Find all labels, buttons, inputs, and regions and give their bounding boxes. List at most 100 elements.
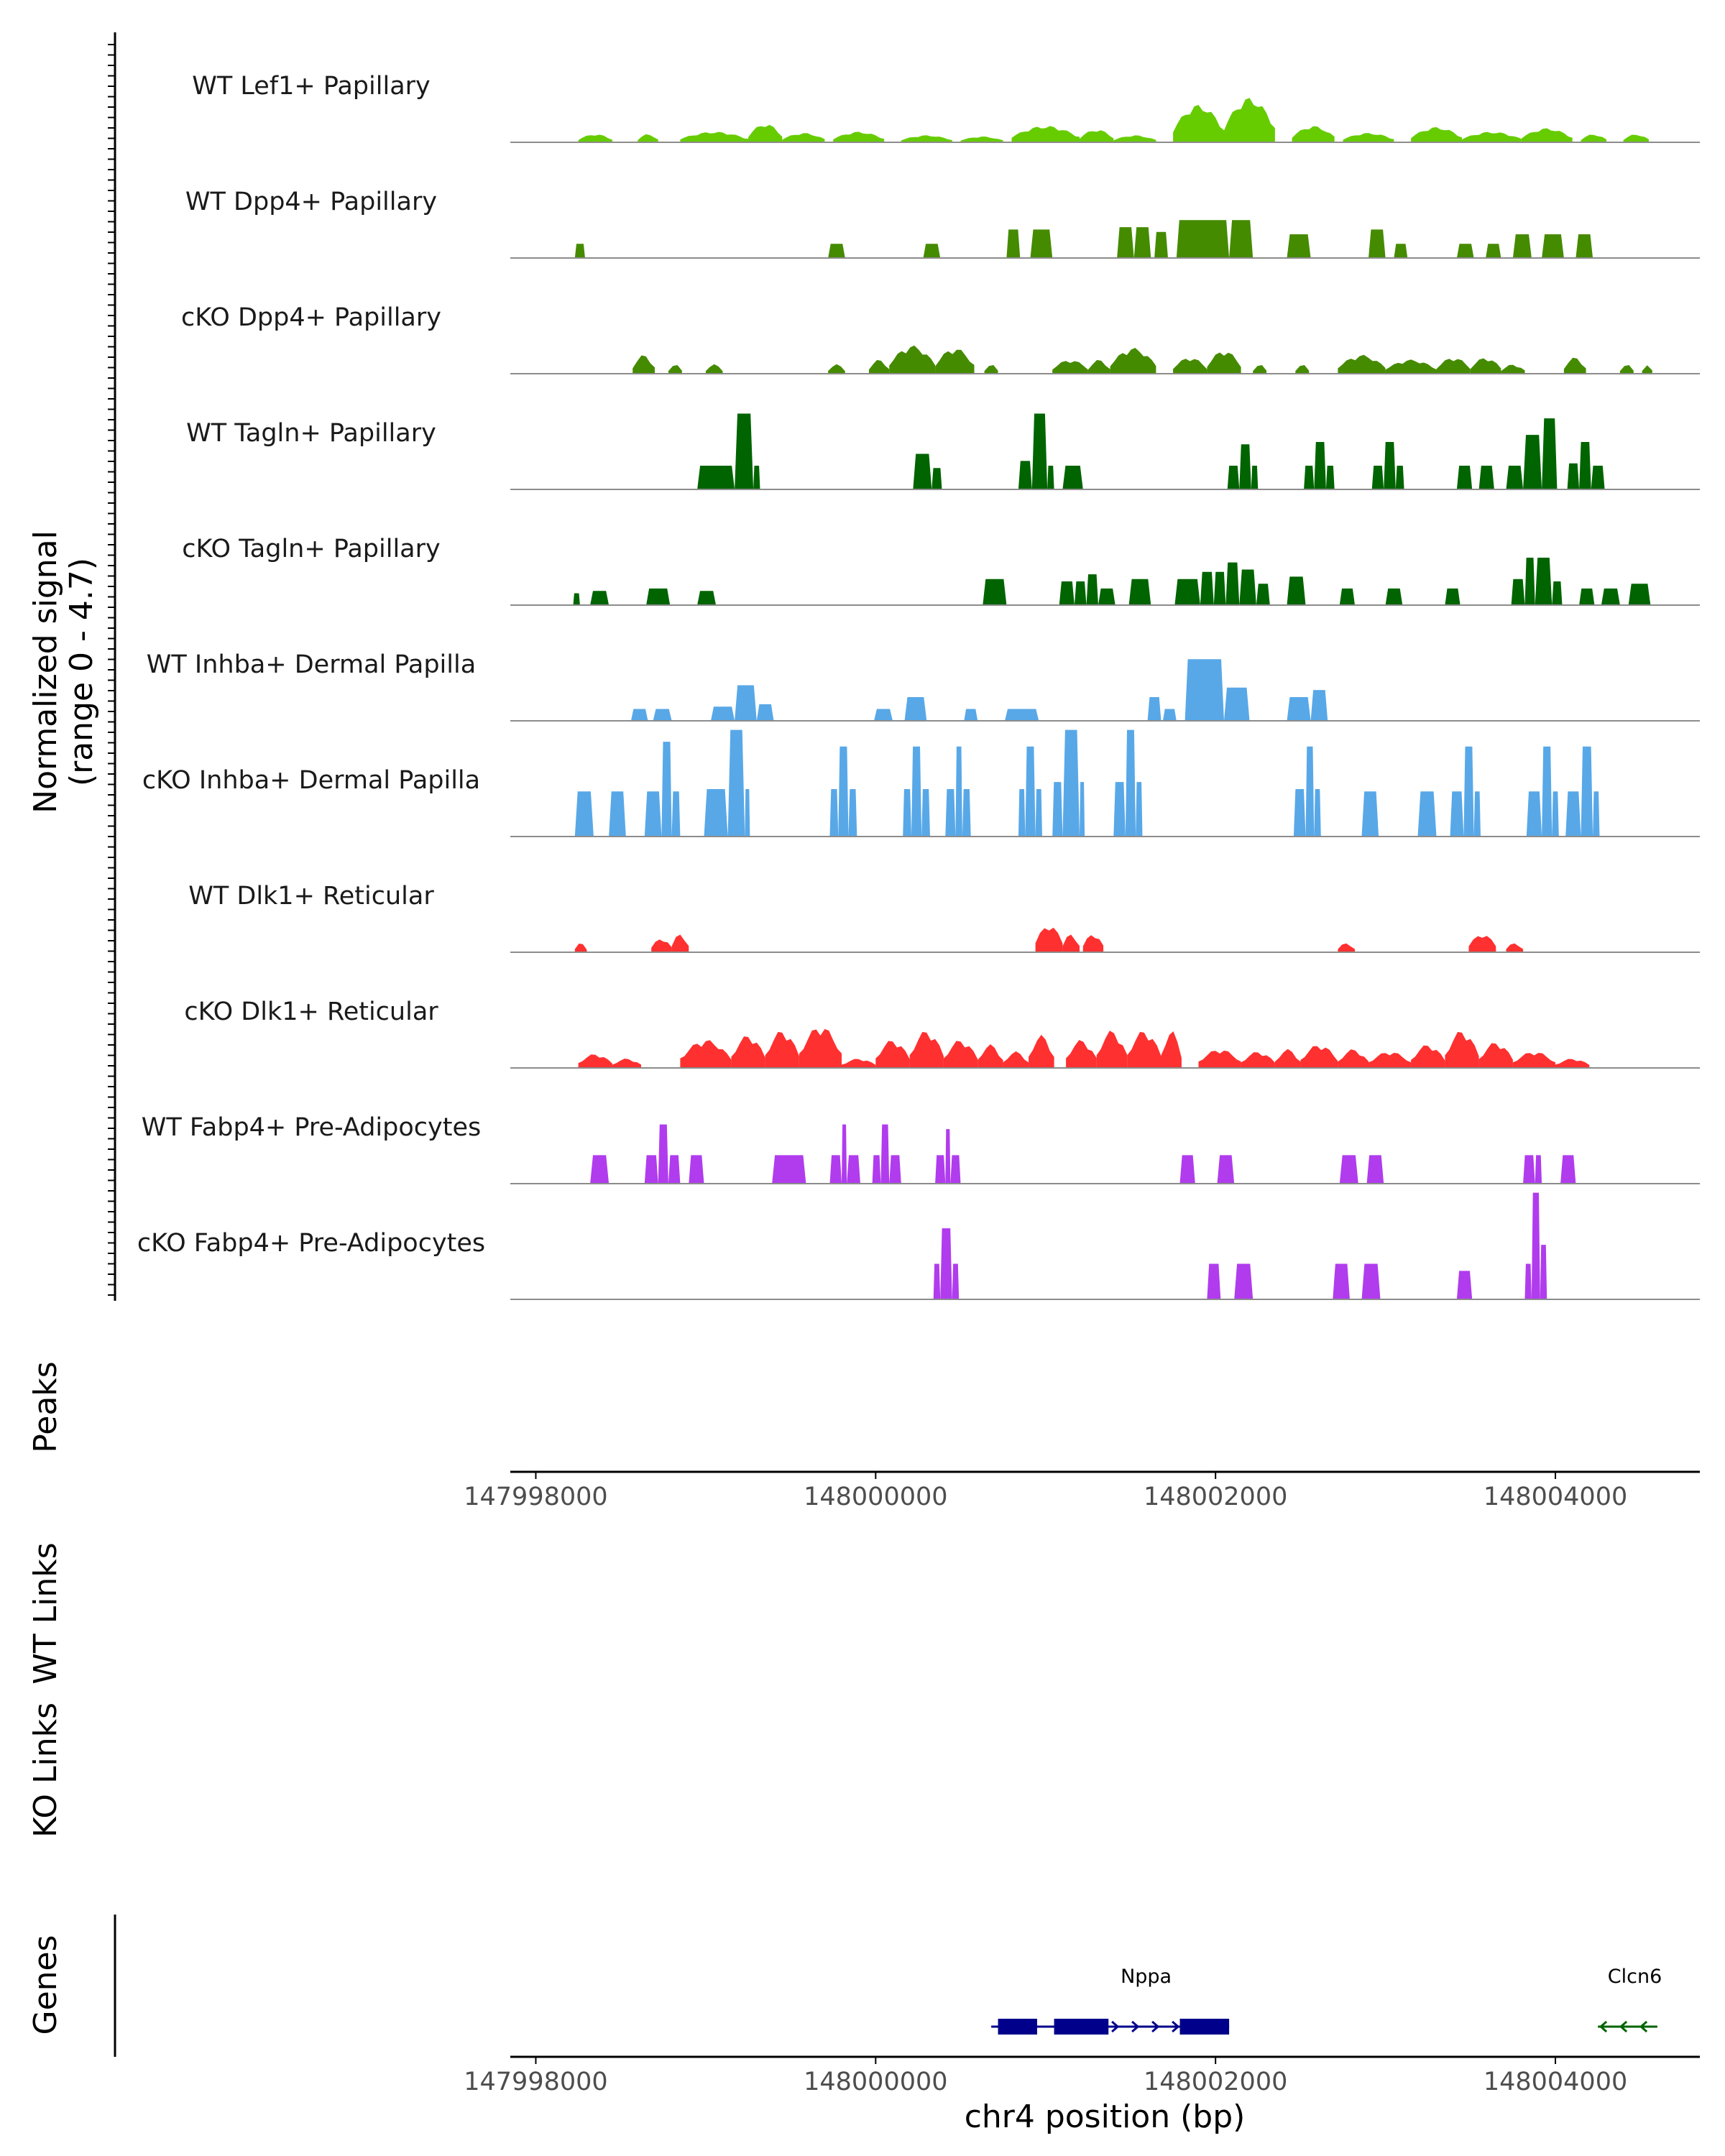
coverage-peak bbox=[1343, 133, 1394, 142]
coverage-peak bbox=[1241, 1052, 1275, 1068]
coverage-peak bbox=[1445, 588, 1460, 605]
coverage-peak bbox=[962, 789, 971, 837]
coverage-tracks: WT Lef1+ Papillary WT Dpp4+ Papillary cKO … bbox=[137, 72, 1700, 1300]
x-axis-bottom: 147998000 148000000 148002000 148004000 bbox=[464, 2055, 1700, 2096]
coverage-peak bbox=[1198, 1050, 1241, 1068]
coverage-peak bbox=[1563, 357, 1586, 374]
coverage-peak bbox=[653, 709, 672, 721]
coverage-peak bbox=[1361, 1263, 1381, 1299]
gene-label: Clcn6 bbox=[1608, 1966, 1662, 1988]
coverage-peak bbox=[1368, 1053, 1412, 1068]
coverage-peak bbox=[1030, 229, 1053, 258]
coverage-peak bbox=[842, 1124, 847, 1184]
coverage-peak bbox=[955, 746, 962, 837]
coverage-peak bbox=[1526, 791, 1542, 837]
coverage-peak bbox=[1411, 126, 1462, 142]
coverage-peak bbox=[1018, 461, 1032, 489]
coverage-peak bbox=[829, 1155, 842, 1184]
track: WT Tagln+ Papillary bbox=[186, 413, 1700, 490]
coverage-peak bbox=[1173, 105, 1224, 142]
coverage-peak bbox=[1524, 1263, 1532, 1299]
coverage-peak bbox=[731, 1036, 765, 1068]
coverage-peak bbox=[1542, 418, 1558, 489]
coverage-peak bbox=[1200, 571, 1214, 605]
coverage-peak bbox=[828, 244, 845, 258]
coverage-peak bbox=[1565, 791, 1581, 837]
track-label: cKO Inhba+ Dermal Papilla bbox=[142, 766, 480, 795]
coverage-peak bbox=[644, 791, 662, 837]
coverage-peak bbox=[1207, 352, 1241, 374]
coverage-peak bbox=[1371, 466, 1384, 489]
coverage-peak bbox=[1535, 1155, 1542, 1184]
coverage-peak bbox=[651, 939, 672, 952]
coverage-peak bbox=[1436, 359, 1471, 374]
coverage-peak bbox=[1456, 1271, 1473, 1299]
coverage-peak bbox=[1113, 135, 1156, 142]
coverage-peak bbox=[1581, 746, 1593, 837]
coverage-peak bbox=[671, 791, 681, 837]
gene-annotations: Nppa Clcn6 bbox=[991, 1966, 1662, 2035]
coverage-peak bbox=[727, 729, 745, 837]
track: cKO Fabp4+ Pre-Adipocytes bbox=[137, 1192, 1700, 1300]
x-tick-label: 148004000 bbox=[1484, 2068, 1627, 2096]
coverage-peak bbox=[1035, 927, 1063, 952]
x-axis-top: 147998000 148000000 148002000 148004000 bbox=[464, 1470, 1700, 1511]
coverage-peak bbox=[933, 1263, 941, 1299]
coverage-peak bbox=[1576, 234, 1593, 258]
track-label: WT Tagln+ Papillary bbox=[186, 419, 436, 448]
coverage-peak bbox=[1125, 729, 1136, 837]
coverage-peak bbox=[1478, 466, 1494, 489]
coverage-peak bbox=[1394, 244, 1408, 258]
coverage-peak bbox=[1251, 466, 1259, 489]
strand-arrow bbox=[1619, 2020, 1628, 2033]
coverage-peak bbox=[1174, 579, 1200, 605]
coverage-peak bbox=[1552, 581, 1563, 605]
coverage-peak bbox=[632, 355, 655, 374]
coverage-peak bbox=[1274, 1049, 1301, 1068]
coverage-peak bbox=[644, 1155, 658, 1184]
coverage-peak bbox=[735, 413, 754, 489]
coverage-peak bbox=[1593, 791, 1600, 837]
coverage-peak bbox=[1173, 359, 1208, 374]
coverage-peak bbox=[1127, 1031, 1162, 1068]
coverage-peak bbox=[590, 1155, 610, 1184]
coverage-peak bbox=[1047, 466, 1054, 489]
coverage-peak bbox=[609, 791, 626, 837]
coverage-peak bbox=[874, 709, 893, 721]
coverage-peak bbox=[1368, 229, 1386, 258]
coverage-peak bbox=[945, 1129, 951, 1184]
strand-arrow bbox=[1111, 2020, 1120, 2033]
coverage-peak bbox=[904, 697, 927, 721]
coverage-peak bbox=[1080, 130, 1114, 142]
ko-links-panel-label: KO Links bbox=[27, 1703, 64, 1838]
gene: Clcn6 bbox=[1598, 1966, 1662, 2033]
coverage-peak bbox=[574, 244, 585, 258]
coverage-peak bbox=[1581, 134, 1606, 142]
x-tick-label: 147998000 bbox=[464, 2068, 607, 2096]
coverage-peak bbox=[1018, 789, 1026, 837]
coverage-peak bbox=[875, 1041, 910, 1068]
coverage-peak bbox=[1579, 442, 1591, 489]
coverage-peak bbox=[680, 1040, 732, 1068]
coverage-peak bbox=[1552, 791, 1559, 837]
coverage-peak bbox=[960, 137, 1003, 142]
coverage-peak bbox=[612, 1059, 641, 1068]
coverage-peak bbox=[829, 789, 839, 837]
coverage-peak bbox=[671, 934, 689, 952]
coverage-peak bbox=[704, 789, 728, 837]
coverage-peak bbox=[1217, 1155, 1235, 1184]
coverage-peak bbox=[1136, 782, 1143, 837]
coverage-peak bbox=[756, 704, 774, 721]
coverage-peak bbox=[578, 134, 612, 142]
coverage-peak bbox=[1314, 789, 1321, 837]
coverage-peak bbox=[1128, 579, 1151, 605]
coverage-peak bbox=[1623, 134, 1650, 142]
coverage-peak bbox=[1411, 1045, 1445, 1068]
coverage-peak bbox=[1417, 791, 1437, 837]
coverage-peak bbox=[1535, 558, 1552, 605]
coverage-peak bbox=[1486, 244, 1501, 258]
track: WT Lef1+ Papillary bbox=[192, 72, 1700, 143]
coverage-peak bbox=[1310, 690, 1328, 721]
coverage-peak bbox=[838, 746, 849, 837]
coverage-peak bbox=[574, 944, 587, 952]
